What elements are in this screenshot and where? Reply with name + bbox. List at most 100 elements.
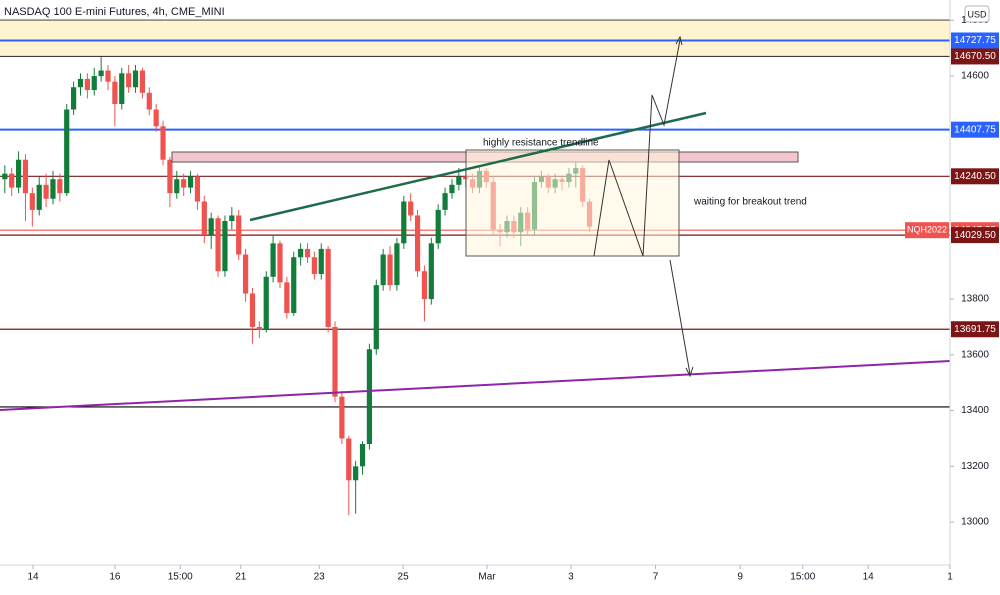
candle-body <box>91 76 97 91</box>
tags-layer: 14727.7514670.5014407.7514240.5014047.25… <box>905 32 999 338</box>
candle-body <box>36 184 42 210</box>
price-tag-label: 14407.75 <box>954 124 996 135</box>
candle-body <box>263 276 269 330</box>
candle-body <box>394 243 400 286</box>
x-tick-label: 23 <box>314 572 326 583</box>
price-tag <box>951 168 999 185</box>
y-tick-label: 14600 <box>961 71 989 82</box>
bear-path <box>669 259 691 375</box>
candle-body <box>160 126 166 160</box>
price-tag-label: 14727.75 <box>954 35 996 46</box>
candle-body <box>146 92 152 110</box>
candle-body <box>353 466 359 481</box>
annotation: highly resistance trendline <box>483 138 599 149</box>
candle-body <box>304 248 311 258</box>
candle-body <box>15 159 22 188</box>
candle-body <box>22 159 29 194</box>
candle-body <box>256 326 262 330</box>
trendline <box>249 111 707 222</box>
price-tag <box>951 227 999 244</box>
y-tick-label: 13600 <box>961 349 989 360</box>
candle-body <box>71 87 77 110</box>
currency-box <box>964 5 990 23</box>
x-tick-label: 14 <box>27 572 39 583</box>
candle-body <box>346 438 352 481</box>
symbol-tag-label: NQH2022 <box>907 225 947 235</box>
candle-body <box>359 444 366 467</box>
price-tag <box>951 32 999 49</box>
candle-body <box>366 349 373 445</box>
support-trendline <box>0 360 951 411</box>
candle-body <box>153 109 159 127</box>
candle-body <box>387 254 393 286</box>
y-tick-label: 13000 <box>961 517 989 528</box>
candle-body <box>435 209 441 244</box>
candle-body <box>428 243 434 300</box>
price-tag-label: 14670.50 <box>954 51 996 62</box>
candle-body <box>414 215 421 272</box>
zone-layer <box>0 20 950 57</box>
y-tick-label: 13800 <box>961 294 989 305</box>
candle-body <box>29 193 35 210</box>
chart-title: NASDAQ 100 E-mini Futures, 4h, CME_MINI <box>4 6 225 18</box>
y-tick-label: 13400 <box>961 405 989 416</box>
x-tick-label: 25 <box>398 572 410 583</box>
candle-body <box>215 218 221 272</box>
candle-body <box>449 184 455 194</box>
candle-body <box>187 176 194 188</box>
price-tag <box>951 48 999 65</box>
price-tag-label: 13691.75 <box>954 324 996 335</box>
candle-body <box>284 282 290 314</box>
candle-body <box>456 176 462 185</box>
candle-body <box>126 73 132 88</box>
candle-body <box>332 326 338 397</box>
candle-body <box>57 179 63 194</box>
x-tick-label: Mar <box>478 572 496 583</box>
y-tick-label: 13200 <box>961 461 989 472</box>
candle-body <box>401 201 407 244</box>
candle-body <box>98 70 104 77</box>
arrow-head <box>675 35 683 46</box>
price-tag <box>951 321 999 338</box>
candle-body <box>64 109 70 194</box>
candle-body <box>105 70 111 82</box>
candle-body <box>139 70 145 93</box>
candle-body <box>84 78 90 91</box>
x-tick-label: 1 <box>947 572 953 583</box>
candle-body <box>277 243 283 283</box>
candle-body <box>201 201 207 235</box>
drawings <box>0 35 951 411</box>
price-tag <box>951 121 999 138</box>
x-tick-label: 16 <box>109 572 121 583</box>
candle-body <box>408 201 414 216</box>
arrow-head <box>685 366 694 378</box>
candle-body <box>2 173 8 180</box>
candle-body <box>318 248 324 274</box>
candle-body <box>339 396 345 439</box>
x-tick-label: 14 <box>863 572 875 583</box>
candle-body <box>249 293 256 327</box>
candle-body <box>442 193 448 210</box>
candle-body <box>9 173 15 188</box>
candle-body <box>298 248 304 258</box>
candle-body <box>174 179 180 194</box>
candle-body <box>194 176 201 202</box>
candle-body <box>132 70 139 88</box>
candle-body <box>311 257 317 274</box>
candle-body <box>50 179 56 199</box>
x-tick-label: 21 <box>235 572 247 583</box>
candle-body <box>229 215 235 222</box>
bull-path <box>593 39 681 257</box>
x-tick-label: 7 <box>653 572 659 583</box>
price-tag-label: 14240.50 <box>954 171 996 182</box>
candle-body <box>119 73 125 104</box>
candle-body <box>236 215 242 255</box>
candle-body <box>167 159 173 194</box>
candle-body <box>291 257 297 314</box>
candle-body <box>380 254 386 286</box>
candle-body <box>77 78 84 88</box>
candle-body <box>270 243 276 277</box>
price-tag-label: 14029.50 <box>954 230 996 241</box>
symbol-tag <box>905 222 949 239</box>
